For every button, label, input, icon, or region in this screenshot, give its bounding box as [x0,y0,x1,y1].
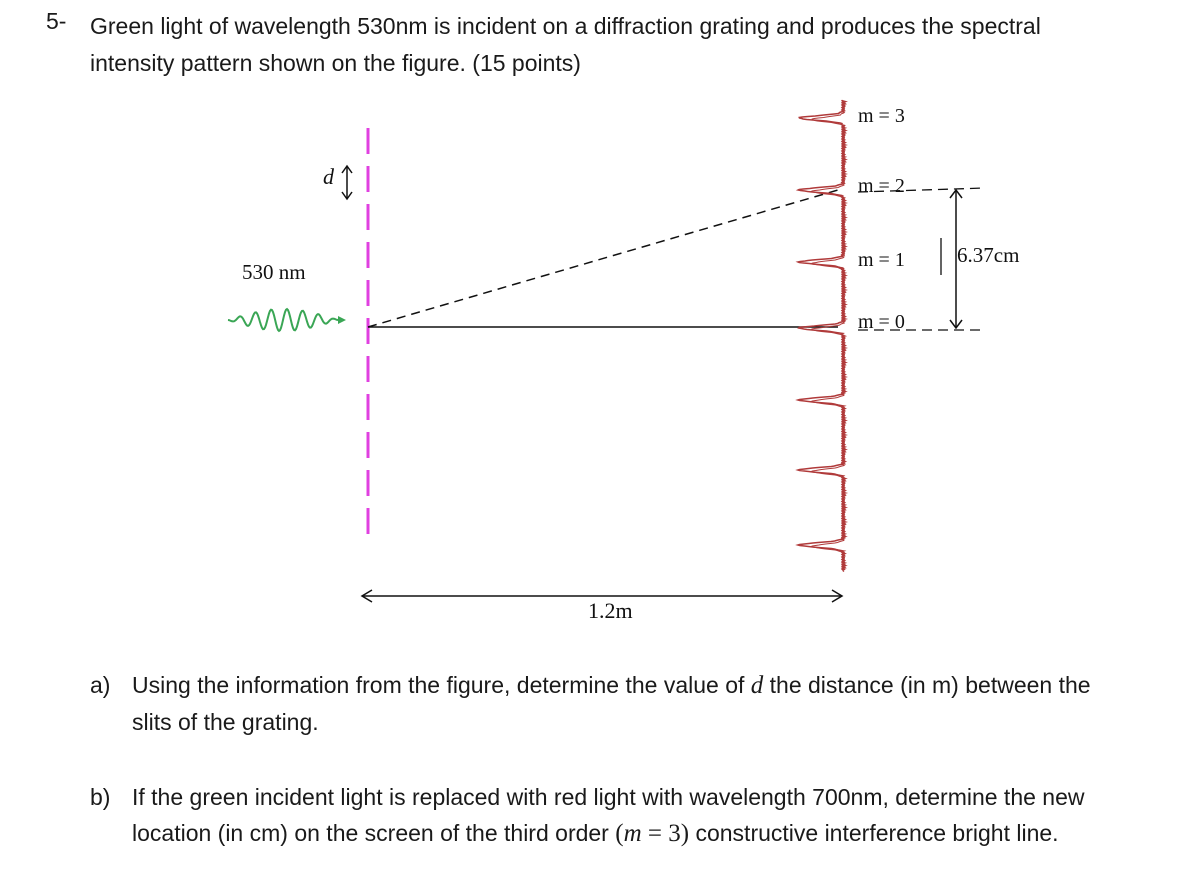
part-a-label: a) [90,672,111,698]
intensity-pattern-inner [809,101,847,572]
m2-reference-line [857,187,986,193]
offset-dimension-arrow [949,188,963,330]
part-b-eq: = 3) [641,820,690,847]
wavelength-label: 530 nm [242,260,306,284]
order-label-m2: m = 2 [858,175,905,197]
dashed-path-to-m2 [367,189,839,328]
question-text-line2: intensity pattern shown on the figure. (… [90,50,581,76]
part-a-variable: d [750,672,764,699]
part-b-pre: location (in cm) on the screen of the th… [132,820,616,846]
order-label-m0: m = 0 [858,311,905,333]
part-b-variable: m [623,820,642,847]
incident-wave [227,307,339,333]
part-a-post: the distance (in m) between the [763,672,1091,698]
wave-arrowhead [338,316,346,324]
order-label-m3: m = 3 [858,105,905,127]
part-b-line1: If the green incident light is replaced … [132,784,1085,810]
intensity-pattern [795,99,849,571]
question-text-line1: Green light of wavelength 530nm is incid… [90,13,1041,39]
distance-label: 1.2m [588,598,633,623]
part-a-line2: slits of the grating. [132,709,319,735]
distance-dimension-arrow [360,589,844,603]
part-b-text: If the green incident light is replaced … [132,779,1172,852]
part-b-label: b) [90,784,111,810]
offset-label: 6.37cm [957,243,1019,267]
slit-spacing-label: d [323,164,335,189]
part-a-text: Using the information from the figure, d… [132,667,1172,740]
part-a-pre: Using the information from the figure, d… [132,672,751,698]
question-text: Green light of wavelength 530nm is incid… [90,8,1170,82]
question-number: 5- [46,8,67,34]
slit-spacing-arrow [341,164,353,201]
order-label-m1: m = 1 [858,249,905,271]
part-b-post: constructive interference bright line. [689,820,1059,846]
part-b-open: ( [615,820,624,847]
